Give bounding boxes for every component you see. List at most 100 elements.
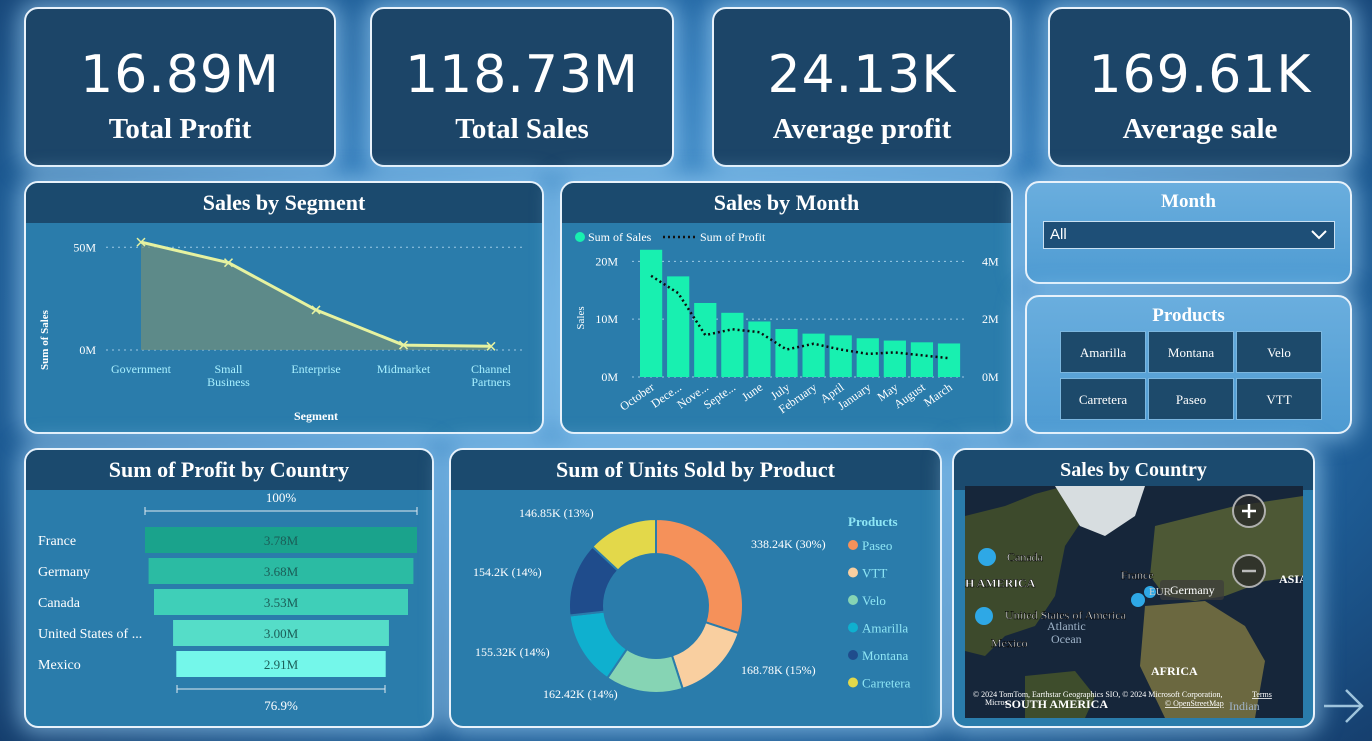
legend-item-amarilla[interactable]: Amarilla xyxy=(862,621,908,636)
dropdown-value: All xyxy=(1050,226,1067,243)
map-microsoft-logo-text: Micros xyxy=(985,698,1008,707)
x-tick-label: Small Business xyxy=(207,362,250,389)
legend-item-vtt[interactable]: VTT xyxy=(862,566,887,581)
legend-marker-vtt xyxy=(848,568,858,578)
bar-dece[interactable] xyxy=(667,276,689,377)
category-label: Canada xyxy=(38,596,81,611)
kpi-label: Average sale xyxy=(1050,115,1350,144)
sales-by-month-card[interactable]: Sales by Month Sum of Sales Sum of Profi… xyxy=(560,181,1013,434)
funnel-value-label: 3.68M xyxy=(264,564,299,579)
donut-slice-paseo[interactable] xyxy=(656,519,743,633)
kpi-label: Average profit xyxy=(714,115,1010,144)
map-label-atlantic: Atlantic xyxy=(1047,619,1086,633)
kpi-label: Total Sales xyxy=(372,115,672,144)
bar-february[interactable] xyxy=(803,334,825,377)
kpi-card-average-profit: 24.13K Average profit xyxy=(712,7,1012,167)
slice-label: 154.2K (14%) xyxy=(473,565,542,579)
canada-bubble[interactable] xyxy=(978,548,996,566)
funnel-value-label: 3.53M xyxy=(264,595,299,610)
bar-october[interactable] xyxy=(640,250,662,377)
map-label-asia: ASIA xyxy=(1279,572,1303,586)
units-by-product-card[interactable]: Sum of Units Sold by Product Products 33… xyxy=(449,448,942,728)
usa-bubble[interactable] xyxy=(975,607,993,625)
product-tile-velo[interactable]: Velo xyxy=(1236,331,1322,373)
x-tick-label: Government xyxy=(111,362,172,376)
legend-marker-carretera xyxy=(848,678,858,688)
map-label-france: France xyxy=(1121,568,1154,582)
product-tile-vtt[interactable]: VTT xyxy=(1236,378,1322,420)
zoom-in-button[interactable] xyxy=(1232,494,1266,528)
france-bubble[interactable] xyxy=(1131,593,1145,607)
profit-by-country-card[interactable]: Sum of Profit by Country 100% 76.9% Fran… xyxy=(24,448,434,728)
profit-by-country-funnel[interactable]: 100% 76.9% France 3.78M Germany 3.68M Canada… xyxy=(26,490,434,728)
bar-august[interactable] xyxy=(911,342,933,377)
units-by-product-donut[interactable]: Products 338.24K (30%) Paseo 168.78K (15%)… xyxy=(451,490,942,728)
x-tick-label: March xyxy=(921,380,955,409)
sales-by-segment-card[interactable]: Sales by Segment Sum of Sales Segment 0M… xyxy=(24,181,544,434)
category-label: France xyxy=(38,534,76,549)
product-tile-paseo[interactable]: Paseo xyxy=(1148,378,1234,420)
funnel-value-label: 3.00M xyxy=(264,626,299,641)
donut-slice-vtt[interactable] xyxy=(672,622,739,689)
funnel-top-bracket xyxy=(145,507,417,515)
funnel-value-label: 3.78M xyxy=(264,533,299,548)
visual-title: Sales by Segment xyxy=(26,183,542,223)
funnel-bottom-bracket xyxy=(177,685,385,693)
chevron-down-icon xyxy=(1310,227,1328,243)
x-tick-label: Channel Partners xyxy=(471,362,512,389)
slice-label: 162.42K (14%) xyxy=(543,687,618,701)
bar-septe[interactable] xyxy=(721,313,743,377)
product-tile-montana[interactable]: Montana xyxy=(1148,331,1234,373)
sales-by-month-chart[interactable]: Sum of Sales Sum of Profit Sales 0M 10M 20… xyxy=(562,223,1013,434)
legend-item-carretera[interactable]: Carretera xyxy=(862,676,911,691)
bar-may[interactable] xyxy=(884,341,906,377)
kpi-value: 16.89M xyxy=(26,49,334,101)
product-tile-carretera[interactable]: Carretera xyxy=(1060,378,1146,420)
funnel-top-label: 100% xyxy=(266,490,297,505)
map-attribution: © 2024 TomTom, Earthstar Geographics SIO… xyxy=(973,690,1223,699)
bar-june[interactable] xyxy=(748,321,770,377)
products-slicer[interactable]: Products Amarilla Montana Velo Carretera… xyxy=(1025,295,1352,434)
bar-july[interactable] xyxy=(775,329,797,377)
bar-january[interactable] xyxy=(857,338,879,377)
visual-title: Sales by Country xyxy=(954,450,1313,490)
x-tick-label: Enterprise xyxy=(291,362,340,376)
sales-by-segment-chart[interactable]: Sum of Sales Segment 0M 50M Government Smal… xyxy=(26,223,544,434)
funnel-bottom-label: 76.9% xyxy=(264,698,298,713)
product-tile-amarilla[interactable]: Amarilla xyxy=(1060,331,1146,373)
funnel-value-label: 2.91M xyxy=(264,657,299,672)
bar-nove[interactable] xyxy=(694,303,716,377)
legend-marker-velo xyxy=(848,595,858,605)
legend-item-paseo[interactable]: Paseo xyxy=(862,538,892,553)
legend-sales-marker xyxy=(575,232,585,242)
map-label-canada: Canada xyxy=(1007,550,1044,564)
legend-sales-label: Sum of Sales xyxy=(588,230,652,244)
y-tick-label: 0M xyxy=(79,343,96,357)
zoom-out-button[interactable] xyxy=(1232,554,1266,588)
y-tick-label: 50M xyxy=(73,240,96,254)
next-page-arrow-icon[interactable] xyxy=(1322,684,1366,728)
month-dropdown[interactable]: All xyxy=(1043,221,1335,249)
legend-item-velo[interactable]: Velo xyxy=(862,593,886,608)
y-axis-title: Sales xyxy=(575,306,587,329)
map-label-indian: Indian xyxy=(1229,699,1260,713)
legend-item-montana[interactable]: Montana xyxy=(862,648,908,663)
visual-title: Sum of Units Sold by Product xyxy=(451,450,940,490)
month-slicer[interactable]: Month All xyxy=(1025,181,1352,284)
y2-tick-label: 0M xyxy=(982,370,999,384)
map-label-ocean: Ocean xyxy=(1051,632,1082,646)
slice-label: 155.32K (14%) xyxy=(475,645,550,659)
map-osm-link[interactable]: © OpenStreetMap xyxy=(1165,699,1224,708)
bar-march[interactable] xyxy=(938,343,960,377)
minus-icon xyxy=(1234,556,1264,586)
y-tick-label: 20M xyxy=(595,254,618,268)
map-terms-link[interactable]: Terms xyxy=(1252,690,1272,699)
y-tick-label: 10M xyxy=(595,312,618,326)
bar-april[interactable] xyxy=(830,335,852,377)
legend-title: Products xyxy=(848,514,898,529)
x-tick-label: June xyxy=(739,380,765,404)
kpi-label: Total Profit xyxy=(26,115,334,144)
legend-marker-amarilla xyxy=(848,623,858,633)
sales-by-country-map-card[interactable]: Sales by Country Canada H AMERICA United… xyxy=(952,448,1315,728)
kpi-value: 118.73M xyxy=(372,49,672,101)
